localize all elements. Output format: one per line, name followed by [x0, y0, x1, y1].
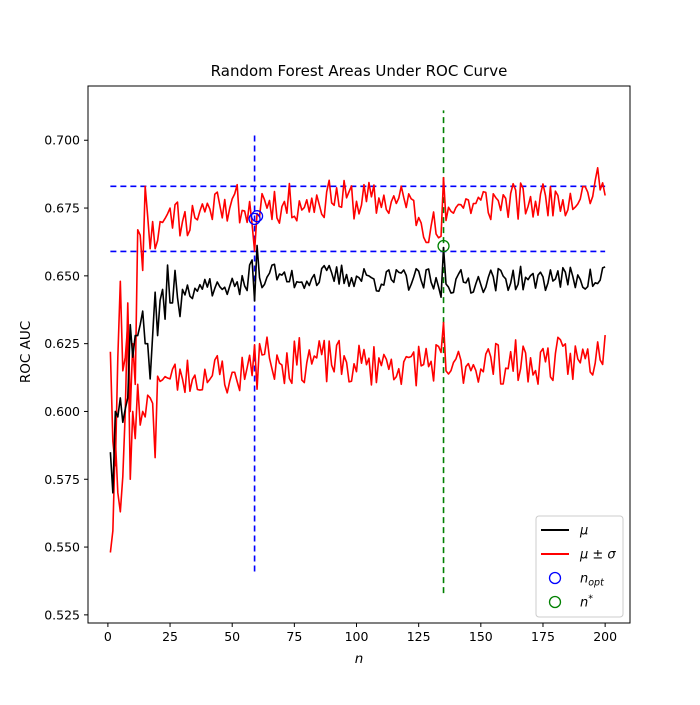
- x-tick-label: 125: [407, 629, 431, 644]
- legend-circle-marker: [548, 571, 562, 585]
- marker-n-opt: [248, 212, 261, 226]
- x-tick-label: 50: [224, 629, 240, 644]
- x-tick-label: 75: [286, 629, 302, 644]
- y-tick-label: 0.525: [44, 607, 80, 622]
- plot-frame: [87, 85, 631, 624]
- legend-box: [535, 515, 624, 618]
- series-line-lower: [109, 280, 606, 481]
- series-line-mean: [109, 244, 606, 494]
- legend-label-superscript: *: [588, 594, 593, 605]
- y-tick-label: 0.700: [44, 133, 80, 148]
- y-tick-label: 0.650: [44, 268, 80, 283]
- x-tick-label: 0: [104, 629, 112, 644]
- y-axis-label: ROC AUC: [18, 321, 34, 383]
- y-tick-label: 0.550: [44, 540, 80, 555]
- x-tick-label: 25: [162, 629, 178, 644]
- legend-label: μ ± σ: [579, 548, 616, 563]
- x-tick-label: 200: [593, 629, 617, 644]
- chart-title: Random Forest Areas Under ROC Curve: [211, 62, 508, 80]
- marker-n-opt: [250, 210, 264, 223]
- x-tick-label: 175: [531, 629, 555, 644]
- y-tick-label: 0.675: [44, 201, 80, 216]
- plot-area: [109, 110, 606, 594]
- legend-label-subscript: opt: [588, 578, 605, 589]
- series-line-upper: [109, 166, 606, 553]
- y-tick-label: 0.625: [44, 336, 80, 351]
- legend-label: μ: [579, 524, 588, 539]
- x-tick-label: 100: [345, 629, 369, 644]
- y-tick-label: 0.600: [44, 404, 80, 419]
- legend-circle-marker: [548, 595, 562, 609]
- marker-n-star: [437, 239, 450, 253]
- x-tick-label: 150: [469, 629, 493, 644]
- x-axis-label: n: [355, 651, 364, 667]
- y-tick-label: 0.575: [44, 472, 80, 487]
- axes: 0 25 50 75 100 125 150 175 200 0.525 0.550 0.575 0.6…: [44, 85, 631, 644]
